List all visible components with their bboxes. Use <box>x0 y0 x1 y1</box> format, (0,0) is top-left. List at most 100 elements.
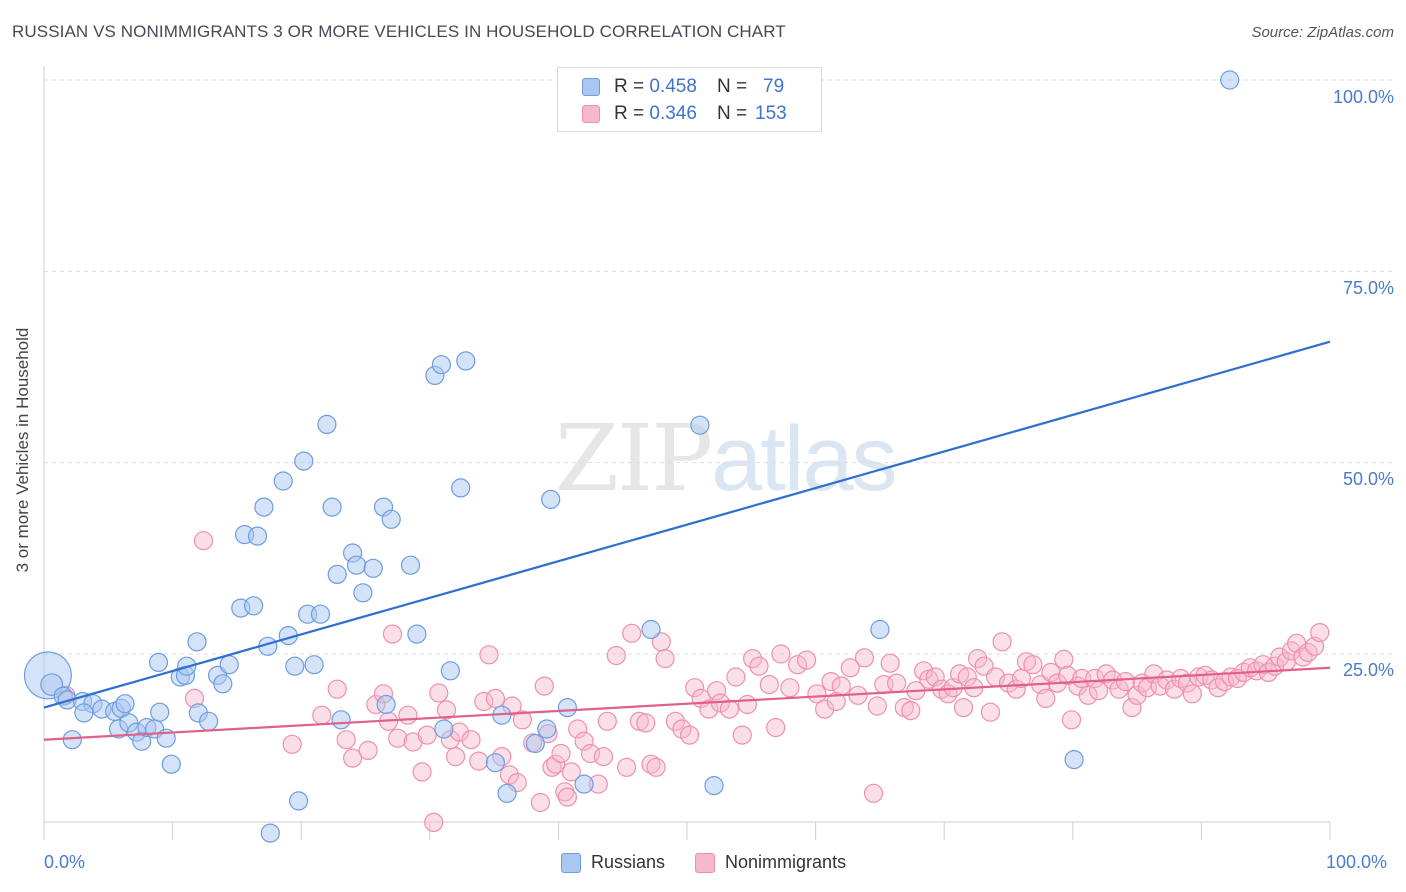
nonimmigrant-point <box>814 699 835 719</box>
y-tick-75: 75.0% <box>1342 278 1394 298</box>
nonimmigrant-point <box>622 623 642 643</box>
y-tick-100: 100.0% <box>1332 87 1394 107</box>
nonimmigrant-point <box>742 648 763 669</box>
bottom-legend-russians: Russians <box>561 852 665 873</box>
bottom-legend-swatch-russians <box>561 852 581 873</box>
legend-swatch-nonimmigrants <box>582 105 600 123</box>
russian-point <box>213 674 233 694</box>
legend-r-value: 0.458 <box>649 76 697 97</box>
nonimmigrant-point <box>726 667 746 687</box>
russian-point <box>381 509 401 529</box>
nonimmigrant-point <box>699 699 719 719</box>
nonimmigrant-point <box>1115 671 1136 692</box>
nonimmigrant-point <box>766 717 786 738</box>
russian-point <box>294 451 314 471</box>
legend: R = 0.458 N = 79 R = 0.346 N = 153 <box>557 67 822 132</box>
russian-point <box>1220 70 1240 90</box>
russian-point <box>289 791 309 811</box>
russian-point <box>304 655 324 675</box>
nonimmigrant-point <box>546 754 566 774</box>
nonimmigrant-point <box>1041 662 1061 683</box>
russian-point <box>440 661 460 681</box>
nonimmigrant-point <box>606 645 626 666</box>
nonimmigrant-point <box>479 645 499 665</box>
russian-point <box>285 656 305 676</box>
source-label: Source: ZipAtlas.com <box>1251 24 1394 41</box>
legend-n-value: 153 <box>755 103 787 124</box>
nonimmigrant-point <box>593 746 614 767</box>
nonimmigrant-point <box>826 691 846 712</box>
russian-point <box>704 775 724 796</box>
nonimmigrant-point <box>672 719 692 739</box>
russian-point <box>317 414 337 434</box>
y-axis-label-wrap: 3 or more Vehicles in Household <box>8 200 38 700</box>
nonimmigrant-point <box>957 667 977 687</box>
nonimmigrant-point <box>424 812 444 833</box>
nonimmigrant-point <box>1054 649 1074 670</box>
nonimmigrant-point <box>732 725 752 745</box>
nonimmigrant-point <box>949 664 970 684</box>
nonimmigrant-point <box>530 792 551 813</box>
nonimmigrant-point <box>1182 684 1203 704</box>
nonimmigrant-point <box>327 679 347 699</box>
russian-point <box>62 730 82 750</box>
russian-point <box>451 478 471 498</box>
nonimmigrant-point <box>821 671 841 692</box>
nonimmigrant-point <box>1036 688 1056 709</box>
russian-point <box>254 497 274 517</box>
nonimmigrant-point <box>780 678 800 698</box>
watermark-atlas: atlas <box>711 408 897 510</box>
nonimmigrant-point <box>685 678 705 698</box>
russian-point <box>456 351 476 371</box>
nonimmigrant-point <box>1310 622 1330 643</box>
nonimmigrant-point <box>1023 655 1043 675</box>
russian-point <box>346 555 367 575</box>
russian-point <box>247 526 268 546</box>
nonimmigrant-point <box>445 746 466 767</box>
nonimmigrant-point <box>840 658 860 678</box>
chart-title: RUSSIAN VS NONIMMIGRANTS 3 OR MORE VEHIC… <box>12 22 786 41</box>
nonimmigrant-point <box>398 705 418 725</box>
nonimmigrant-point <box>1177 673 1197 693</box>
bottom-legend-label-russians: Russians <box>591 852 666 872</box>
legend-swatch-russians <box>582 78 600 96</box>
russian-point <box>537 719 557 739</box>
nonimmigrant-point <box>854 648 875 668</box>
nonimmigrant-point <box>679 725 700 745</box>
russian-point <box>485 753 505 773</box>
nonimmigrant-point <box>534 676 554 696</box>
nonimmigrant-point <box>992 632 1012 652</box>
legend-r-label: R = <box>614 76 645 97</box>
nonimmigrant-point <box>336 730 356 750</box>
nonimmigrant-point <box>646 757 666 777</box>
nonimmigrant-point <box>1122 697 1142 718</box>
nonimmigrant-point <box>474 691 494 712</box>
nonimmigrant-point <box>901 700 921 721</box>
russian-point <box>115 694 135 714</box>
russian-point <box>331 710 351 730</box>
russian-point <box>150 702 170 722</box>
legend-row-nonimmigrants: R = 0.346 N = 153 <box>582 102 787 126</box>
nonimmigrant-point <box>499 765 520 785</box>
nonimmigrant-point <box>417 725 437 745</box>
nonimmigrant-point <box>358 740 378 761</box>
nonimmigrant-point <box>312 705 332 725</box>
russian-point <box>497 783 517 803</box>
nonimmigrant-point <box>655 648 675 669</box>
russian-point <box>641 619 661 640</box>
nonimmigrant-point <box>980 702 1001 722</box>
nonimmigrant-point <box>759 674 779 695</box>
bottom-legend: Russians Nonimmigrants <box>561 852 876 873</box>
russian-point <box>541 489 561 509</box>
nonimmigrant-point <box>749 656 769 676</box>
russian-point <box>400 555 421 575</box>
russian-point <box>273 471 293 491</box>
russian-point <box>148 652 169 673</box>
nonimmigrant-point <box>282 734 302 754</box>
russian-point <box>407 624 427 644</box>
nonimmigrant-point <box>551 743 571 764</box>
nonimmigrant-point <box>388 728 408 748</box>
nonimmigrant-point <box>555 782 575 802</box>
y-axis-label: 3 or more Vehicles in Household <box>13 327 32 573</box>
russian-point <box>327 564 347 585</box>
